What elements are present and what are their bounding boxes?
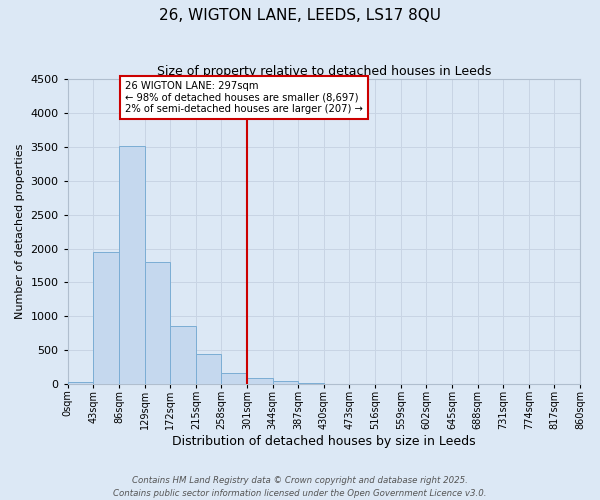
Bar [119,146,145,384]
Bar [298,382,324,384]
Bar [68,382,94,384]
Bar [272,381,298,384]
X-axis label: Distribution of detached houses by size in Leeds: Distribution of detached houses by size … [172,434,476,448]
Y-axis label: Number of detached properties: Number of detached properties [15,144,25,320]
Bar [221,373,247,384]
Title: Size of property relative to detached houses in Leeds: Size of property relative to detached ho… [157,65,491,78]
Bar [170,326,196,384]
Text: 26 WIGTON LANE: 297sqm
← 98% of detached houses are smaller (8,697)
2% of semi-d: 26 WIGTON LANE: 297sqm ← 98% of detached… [125,80,364,114]
Bar [94,252,119,384]
Bar [145,262,170,384]
Text: Contains HM Land Registry data © Crown copyright and database right 2025.
Contai: Contains HM Land Registry data © Crown c… [113,476,487,498]
Bar [247,378,272,384]
Text: 26, WIGTON LANE, LEEDS, LS17 8QU: 26, WIGTON LANE, LEEDS, LS17 8QU [159,8,441,22]
Bar [196,354,221,384]
